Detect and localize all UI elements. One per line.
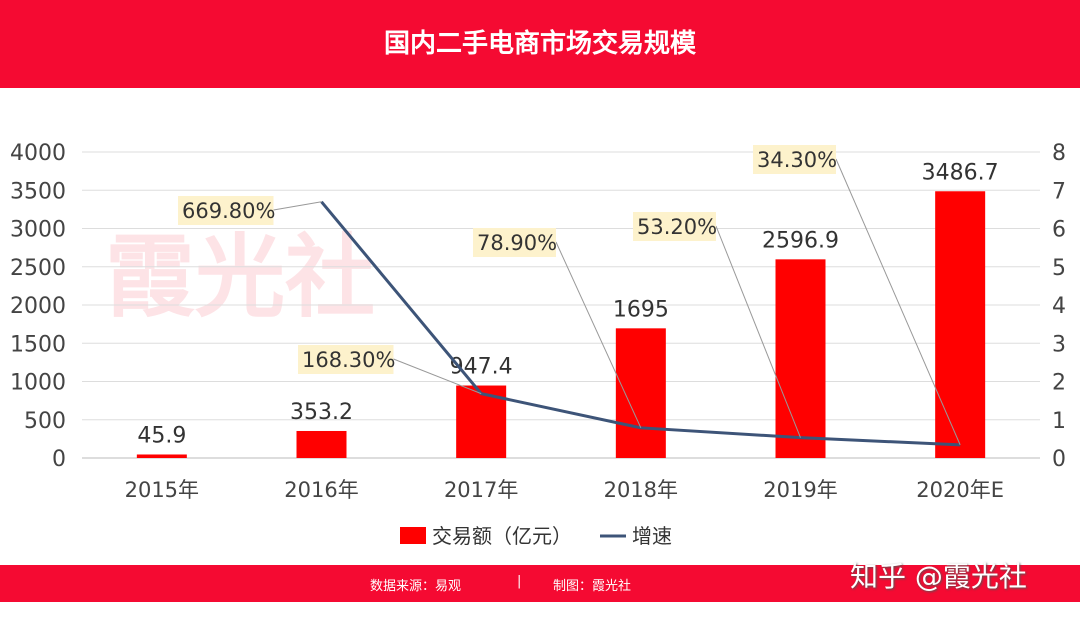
y-left-tick: 500	[24, 409, 66, 434]
y-right-tick: 4	[1052, 294, 1066, 319]
zhihu-watermark: 知乎 @霞光社	[850, 560, 1027, 593]
chart-title: 国内二手电商市场交易规模	[383, 29, 696, 59]
growth-label-box	[753, 145, 836, 174]
label-leader-line	[715, 225, 801, 438]
watermark-text: 霞光社	[105, 225, 375, 330]
x-tick: 2017年	[444, 478, 518, 502]
y-left-tick: 2000	[10, 294, 66, 319]
label-leader-line	[555, 241, 642, 429]
label-leader-line	[393, 358, 482, 395]
legend-bar-label: 交易额（亿元）	[432, 524, 572, 548]
bar	[296, 430, 347, 458]
growth-label: 168.30%	[302, 348, 395, 372]
growth-label-box	[473, 228, 556, 257]
bar	[935, 191, 986, 458]
y-right-tick: 5	[1052, 256, 1066, 281]
y-right-tick: 6	[1052, 218, 1066, 243]
growth-label: 34.30%	[757, 148, 837, 172]
y-left-tick: 4000	[10, 141, 66, 166]
y-right-tick: 7	[1052, 179, 1066, 204]
footer-banner: 数据来源：易观 | 制图：霞光社 知乎 @霞光社	[0, 560, 1080, 602]
y-left-tick: 1000	[10, 371, 66, 396]
y-left-tick: 0	[52, 447, 66, 472]
bar-label: 45.9	[137, 423, 186, 448]
y-left-tick: 1500	[10, 332, 66, 357]
bar-label: 3486.7	[922, 160, 999, 185]
label-leader-line	[273, 201, 322, 211]
y-right-tick: 2	[1052, 371, 1066, 396]
bar	[615, 328, 666, 458]
x-tick: 2019年	[763, 478, 837, 502]
growth-label: 53.20%	[637, 215, 717, 239]
bar-label: 1695	[613, 297, 669, 322]
growth-label-box	[178, 196, 274, 225]
bar-label: 353.2	[290, 400, 353, 425]
chart-title-banner: 国内二手电商市场交易规模	[0, 0, 1080, 88]
bar-label: 2596.9	[762, 228, 839, 253]
legend-bar-swatch	[400, 527, 426, 544]
y-left-tick: 2500	[10, 256, 66, 281]
footer-separator: |	[517, 574, 522, 589]
bar	[136, 454, 187, 458]
y-right-tick: 0	[1052, 447, 1066, 472]
y-right-tick: 8	[1052, 141, 1066, 166]
x-tick: 2020年E	[916, 478, 1004, 502]
legend-line-label: 增速	[632, 524, 672, 548]
y-right-tick: 1	[1052, 409, 1066, 434]
label-leader-line	[835, 158, 961, 446]
growth-label: 78.90%	[477, 231, 557, 255]
x-tick: 2015年	[125, 478, 199, 502]
credit-note: 制图：霞光社	[553, 579, 632, 594]
y-left-tick: 3000	[10, 218, 66, 243]
y-left-tick: 3500	[10, 179, 66, 204]
y-right-tick: 3	[1052, 332, 1066, 357]
growth-label: 669.80%	[182, 199, 275, 223]
growth-label-box	[298, 345, 394, 374]
growth-label-box	[633, 212, 716, 241]
bar	[775, 259, 826, 458]
x-tick: 2018年	[604, 478, 678, 502]
x-tick: 2016年	[284, 478, 358, 502]
source-note: 数据来源：易观	[370, 579, 462, 594]
